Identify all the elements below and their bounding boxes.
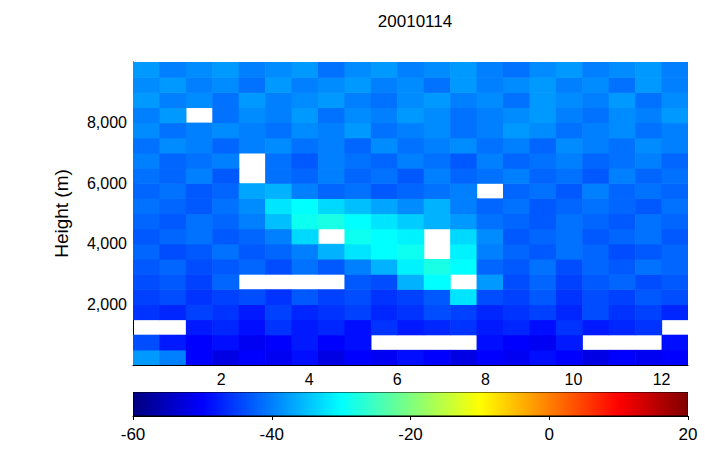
svg-text:8: 8: [481, 371, 490, 388]
svg-text:4,000: 4,000: [87, 235, 127, 252]
svg-text:10: 10: [565, 371, 583, 388]
svg-text:-40: -40: [259, 425, 284, 444]
svg-text:20010114: 20010114: [378, 12, 452, 31]
svg-text:2: 2: [217, 371, 226, 388]
svg-text:20: 20: [679, 425, 698, 444]
svg-text:-60: -60: [121, 425, 146, 444]
svg-text:0: 0: [545, 425, 554, 444]
svg-text:6,000: 6,000: [87, 175, 127, 192]
svg-text:2,000: 2,000: [87, 296, 127, 313]
svg-text:12: 12: [653, 371, 671, 388]
svg-text:8,000: 8,000: [87, 114, 127, 131]
svg-text:4: 4: [305, 371, 314, 388]
svg-text:-20: -20: [398, 425, 423, 444]
svg-text:Height (m): Height (m): [51, 169, 72, 258]
svg-text:6: 6: [393, 371, 402, 388]
